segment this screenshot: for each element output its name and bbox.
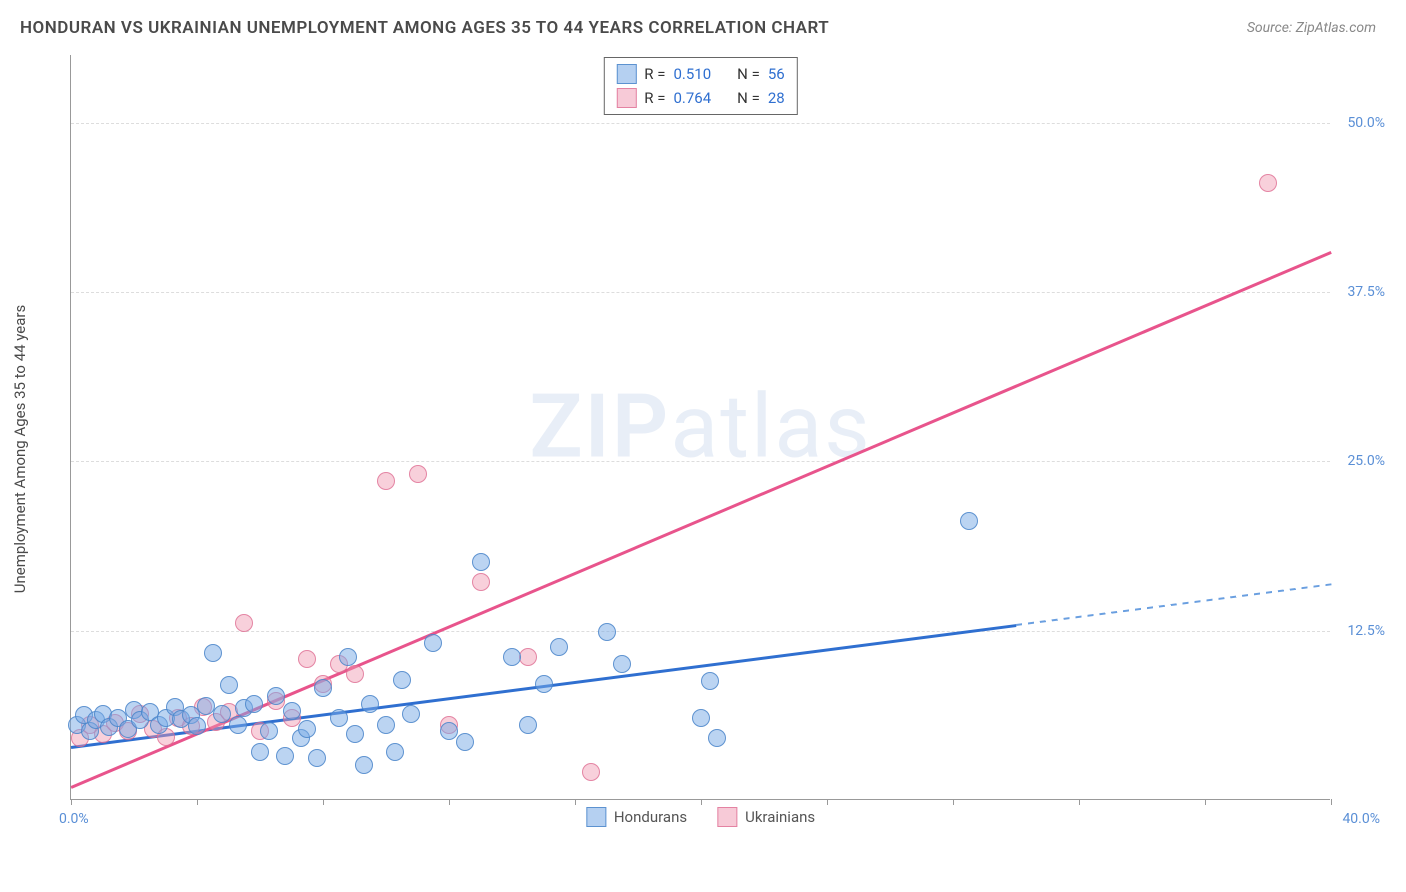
y-tick-label: 50.0%	[1347, 115, 1385, 131]
swatch-blue-icon	[616, 64, 636, 84]
x-tick	[71, 799, 72, 805]
chart-container: Unemployment Among Ages 35 to 44 years Z…	[50, 55, 1370, 825]
data-point-ukrainian	[346, 665, 364, 683]
data-point-ukrainian	[377, 472, 395, 490]
data-point-honduran	[267, 687, 285, 705]
x-tick	[701, 799, 702, 805]
data-point-honduran	[377, 716, 395, 734]
data-point-honduran	[456, 733, 474, 751]
x-tick	[1205, 799, 1206, 805]
y-tick-label: 12.5%	[1347, 623, 1385, 639]
gridline	[71, 123, 1330, 124]
data-point-honduran	[708, 729, 726, 747]
x-tick	[575, 799, 576, 805]
legend-r-value: 0.510	[673, 65, 711, 83]
data-point-honduran	[598, 623, 616, 641]
data-point-honduran	[188, 717, 206, 735]
data-point-honduran	[692, 709, 710, 727]
plot-area: ZIPatlas R = 0.510 N = 56 R = 0.764 N = …	[70, 55, 1330, 800]
data-point-honduran	[260, 722, 278, 740]
swatch-pink-icon	[717, 807, 737, 827]
data-point-honduran	[339, 648, 357, 666]
data-point-ukrainian	[298, 650, 316, 668]
data-point-ukrainian	[409, 465, 427, 483]
data-point-honduran	[213, 705, 231, 723]
x-axis-max-label: 40.0%	[1342, 811, 1380, 827]
y-tick-label: 25.0%	[1347, 453, 1385, 469]
watermark: ZIPatlas	[529, 376, 871, 479]
data-point-honduran	[330, 709, 348, 727]
legend-n-label: N =	[737, 89, 760, 107]
data-point-ukrainian	[582, 763, 600, 781]
x-tick	[1331, 799, 1332, 805]
source-label: Source: ZipAtlas.com	[1247, 20, 1376, 36]
data-point-honduran	[346, 725, 364, 743]
data-point-honduran	[503, 648, 521, 666]
series-legend: Hondurans Ukrainians	[586, 807, 815, 827]
data-point-ukrainian	[235, 614, 253, 632]
x-tick	[827, 799, 828, 805]
legend-item-hondurans: Hondurans	[586, 807, 687, 827]
data-point-honduran	[960, 512, 978, 530]
trend-line-hondurans-extrapolated	[1016, 583, 1331, 625]
data-point-honduran	[314, 679, 332, 697]
swatch-pink-icon	[616, 88, 636, 108]
data-point-honduran	[535, 675, 553, 693]
gridline	[71, 631, 1330, 632]
x-tick	[1079, 799, 1080, 805]
legend-n-value: 56	[768, 65, 785, 83]
data-point-honduran	[386, 743, 404, 761]
data-point-honduran	[308, 749, 326, 767]
data-point-ukrainian	[1259, 174, 1277, 192]
correlation-legend: R = 0.510 N = 56 R = 0.764 N = 28	[603, 57, 797, 115]
legend-item-ukrainians: Ukrainians	[717, 807, 815, 827]
x-axis-min-label: 0.0%	[59, 811, 89, 827]
chart-title: HONDURAN VS UKRAINIAN UNEMPLOYMENT AMONG…	[20, 18, 829, 38]
legend-r-label: R =	[644, 65, 665, 83]
legend-n-label: N =	[737, 65, 760, 83]
gridline	[71, 292, 1330, 293]
x-tick	[323, 799, 324, 805]
legend-n-value: 28	[768, 89, 785, 107]
data-point-honduran	[361, 695, 379, 713]
x-tick	[953, 799, 954, 805]
data-point-honduran	[245, 695, 263, 713]
data-point-ukrainian	[472, 573, 490, 591]
legend-label: Ukrainians	[745, 808, 815, 826]
legend-row-ukrainians: R = 0.764 N = 28	[616, 86, 784, 110]
legend-row-hondurans: R = 0.510 N = 56	[616, 62, 784, 86]
gridline	[71, 461, 1330, 462]
data-point-honduran	[298, 720, 316, 738]
data-point-honduran	[440, 722, 458, 740]
data-point-ukrainian	[519, 648, 537, 666]
y-axis-label: Unemployment Among Ages 35 to 44 years	[11, 305, 29, 593]
data-point-honduran	[424, 634, 442, 652]
data-point-honduran	[283, 702, 301, 720]
data-point-honduran	[276, 747, 294, 765]
data-point-honduran	[472, 553, 490, 571]
x-tick	[197, 799, 198, 805]
data-point-honduran	[550, 638, 568, 656]
legend-r-value: 0.764	[673, 89, 711, 107]
data-point-honduran	[251, 743, 269, 761]
data-point-honduran	[519, 716, 537, 734]
data-point-honduran	[220, 676, 238, 694]
swatch-blue-icon	[586, 807, 606, 827]
y-tick-label: 37.5%	[1347, 284, 1385, 300]
data-point-honduran	[402, 705, 420, 723]
data-point-honduran	[204, 644, 222, 662]
data-point-honduran	[613, 655, 631, 673]
x-tick	[449, 799, 450, 805]
legend-label: Hondurans	[614, 808, 687, 826]
data-point-honduran	[393, 671, 411, 689]
data-point-honduran	[701, 672, 719, 690]
data-point-honduran	[229, 716, 247, 734]
data-point-honduran	[355, 756, 373, 774]
legend-r-label: R =	[644, 89, 665, 107]
